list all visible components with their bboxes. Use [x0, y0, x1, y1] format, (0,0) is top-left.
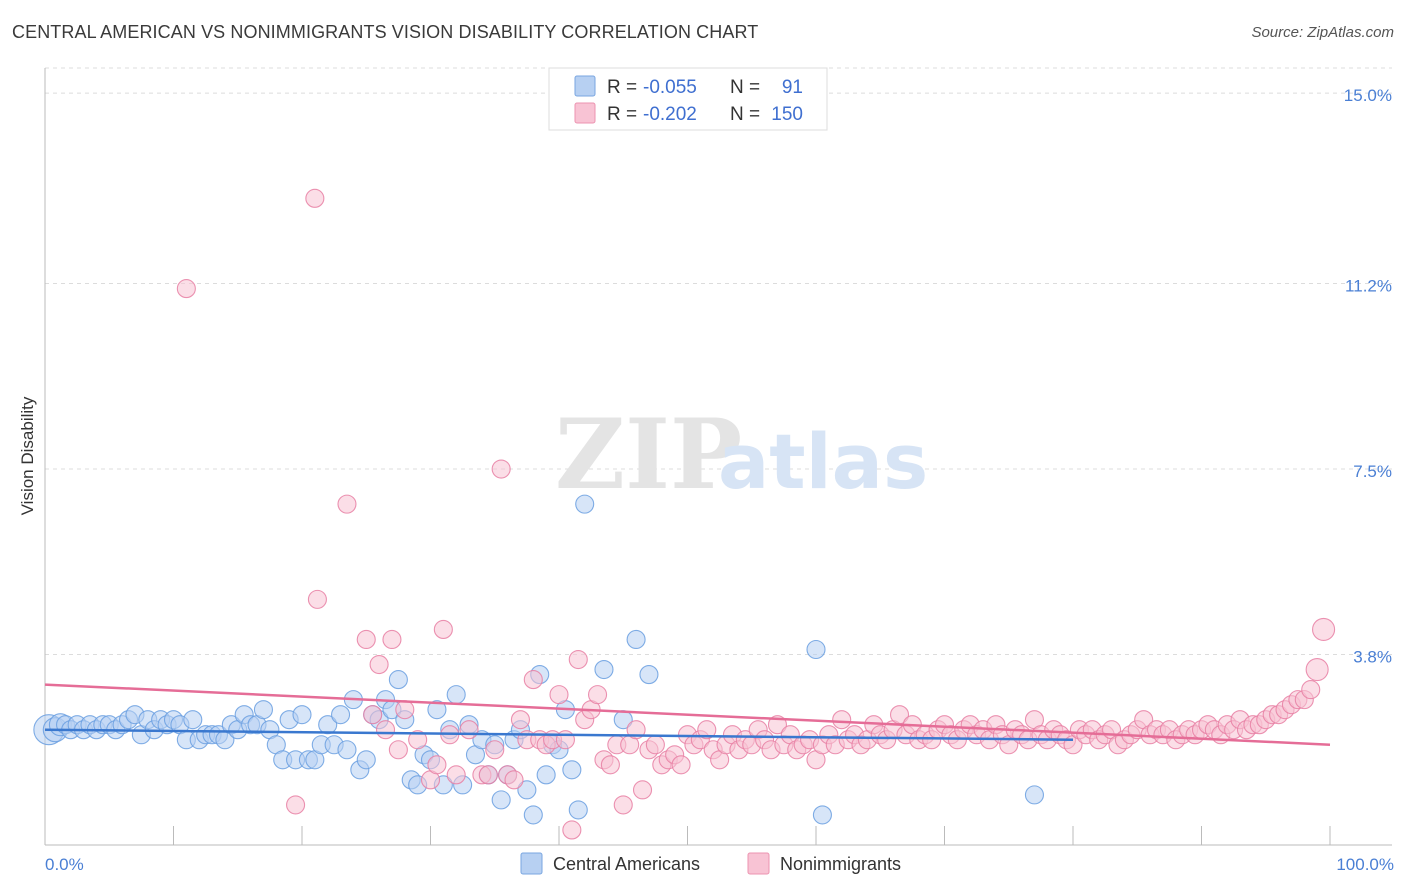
- data-point: [253, 700, 274, 720]
- data-point: [517, 780, 537, 800]
- data-point: [1301, 680, 1321, 700]
- legend-bottom: Central Americans Nonimmigrants: [520, 852, 901, 875]
- legend-swatch-nonimm: [574, 102, 596, 124]
- data-point: [491, 459, 511, 479]
- legend-swatch-central: [574, 75, 596, 97]
- legend-n-value-nonimm: 150: [771, 104, 803, 125]
- grid-lines: [45, 67, 1392, 656]
- chart-title: CENTRAL AMERICAN VS NONIMMIGRANTS VISION…: [12, 22, 759, 42]
- legend-n-label-central: N =: [730, 77, 760, 98]
- data-point: [363, 705, 383, 725]
- data-point: [337, 494, 357, 514]
- data-point: [555, 730, 575, 750]
- data-point: [388, 670, 408, 690]
- data-point: [478, 765, 498, 785]
- bottom-legend-swatch-central: [520, 852, 543, 875]
- data-point: [292, 705, 312, 725]
- bottom-legend-label-nonimm: Nonimmigrants: [780, 854, 901, 874]
- data-point: [433, 619, 453, 639]
- trend-line-nonimmigrants: [44, 683, 1331, 746]
- data-point: [536, 765, 556, 785]
- data-point: [594, 659, 614, 680]
- y-tick-label: 11.2%: [1345, 277, 1392, 296]
- y-tick-label: 7.5%: [1353, 462, 1392, 481]
- legend-r-label-central: R =: [607, 77, 637, 98]
- data-point: [427, 755, 447, 775]
- legend-n-value-central: 91: [782, 77, 803, 98]
- data-point: [382, 629, 402, 650]
- data-point: [587, 685, 608, 705]
- data-point: [1305, 657, 1329, 682]
- data-point: [806, 639, 826, 660]
- trend-lines: [44, 683, 1331, 746]
- data-point: [176, 279, 196, 299]
- legend-n-label-nonimm: N =: [730, 104, 760, 125]
- source-label: Source: ZipAtlas.com: [1251, 24, 1394, 41]
- data-point: [626, 629, 646, 650]
- data-point: [337, 740, 357, 760]
- data-point: [671, 755, 691, 775]
- data-point: [183, 710, 203, 730]
- y-tick-label: 3.8%: [1353, 648, 1392, 667]
- data-point: [523, 670, 543, 690]
- data-point: [613, 795, 633, 815]
- data-point: [485, 740, 505, 760]
- legend-r-value-nonimm: -0.202: [643, 104, 697, 125]
- tick-labels: 3.8% 7.5% 11.2% 15.0% 0.0% 100.0%: [45, 86, 1394, 874]
- data-point: [523, 805, 543, 825]
- data-point: [812, 805, 832, 825]
- data-point: [395, 700, 415, 720]
- data-point: [549, 685, 569, 705]
- data-point: [575, 494, 595, 514]
- data-point: [446, 765, 466, 785]
- data-point: [305, 188, 325, 208]
- trend-line-central-americans: [44, 728, 1074, 741]
- data-point: [1312, 617, 1336, 641]
- data-point: [459, 720, 479, 740]
- series-central-americans: [33, 494, 1044, 825]
- watermark-atlas: atlas: [718, 417, 928, 506]
- data-point: [568, 800, 588, 820]
- data-point: [510, 710, 531, 730]
- data-point: [568, 649, 588, 670]
- data-point: [307, 589, 327, 609]
- data-point: [491, 790, 511, 810]
- data-point: [446, 685, 466, 705]
- data-point: [832, 710, 852, 730]
- data-point: [375, 720, 396, 740]
- data-point: [356, 750, 376, 770]
- x-tick-label-max: 100.0%: [1336, 855, 1394, 874]
- y-tick-label: 15.0%: [1344, 86, 1392, 105]
- data-point: [697, 720, 717, 740]
- data-point: [639, 665, 659, 685]
- x-tick-label-min: 0.0%: [45, 855, 84, 874]
- watermark: ZIP atlas: [555, 398, 928, 511]
- series-nonimmigrants: [176, 188, 1336, 840]
- data-point: [427, 700, 447, 720]
- data-point: [1024, 785, 1044, 805]
- data-point: [286, 795, 306, 815]
- legend-r-label-nonimm: R =: [607, 104, 637, 125]
- watermark-zip: ZIP: [555, 398, 742, 511]
- data-point: [600, 755, 620, 775]
- data-point: [632, 780, 653, 800]
- data-point: [356, 629, 376, 650]
- data-point: [645, 735, 665, 755]
- data-point: [369, 654, 389, 675]
- data-point: [504, 770, 524, 790]
- data-point: [408, 730, 428, 750]
- bottom-legend-label-central: Central Americans: [553, 854, 700, 874]
- legend-top: R = -0.055 N = 91 R = -0.202 N = 150: [548, 67, 828, 131]
- data-point: [388, 740, 408, 760]
- data-point: [562, 760, 582, 780]
- legend-r-value-central: -0.055: [643, 77, 697, 98]
- bottom-legend-swatch-nonimm: [747, 852, 770, 875]
- data-points: [33, 188, 1336, 840]
- data-point: [562, 820, 582, 840]
- data-point: [330, 705, 351, 725]
